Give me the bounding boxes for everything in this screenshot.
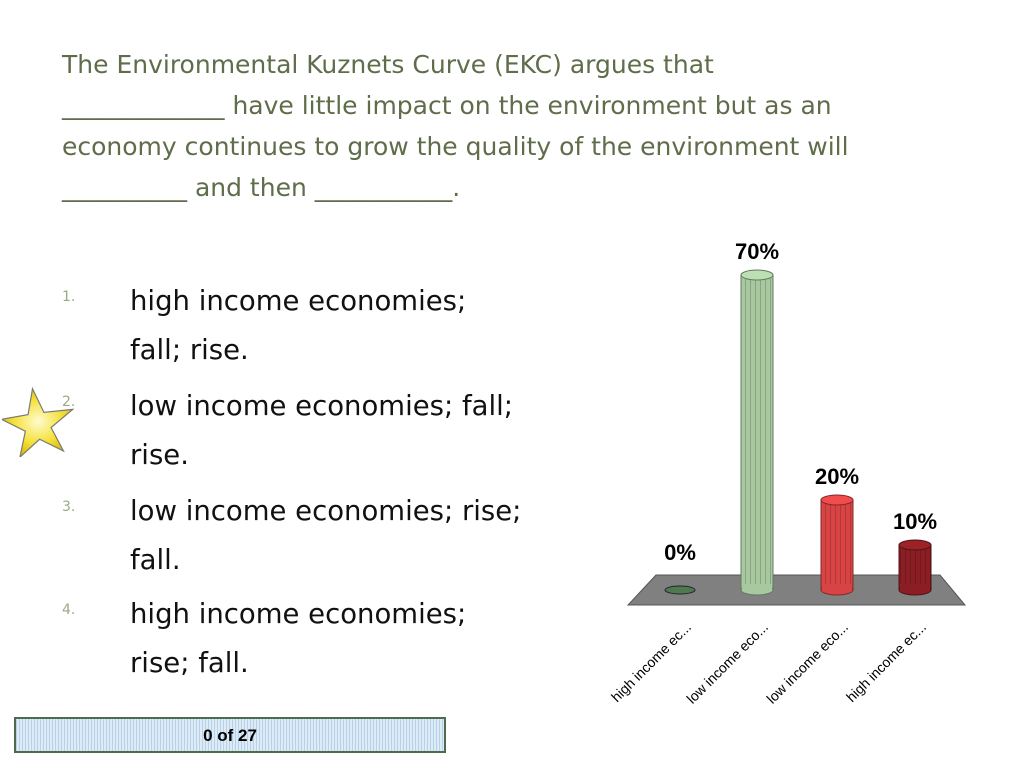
option-text: low income economies; rise; fall. (130, 487, 570, 585)
bar-3 (820, 494, 854, 596)
bar-1 (664, 585, 696, 595)
option-text-line: fall; rise. (130, 334, 249, 366)
question-text: The Environmental Kuznets Curve (EKC) ar… (62, 44, 962, 208)
star-icon (2, 386, 74, 457)
bar-chart: 0%70%20%10% high income ec...low income … (608, 239, 967, 707)
category-label-1: high income ec... (608, 619, 694, 705)
option-number: 2. (62, 394, 76, 410)
question-line: economy continues to grow the quality of… (62, 132, 849, 161)
bar-2 (740, 269, 774, 596)
progress-label: 0 of 27 (203, 726, 257, 745)
option-text-line: rise; fall. (130, 647, 249, 679)
category-label-3: low income eco... (763, 619, 851, 707)
bar-4 (898, 539, 932, 596)
option-text: low income economies; fall; rise. (130, 382, 570, 480)
value-label-2: 70% (735, 239, 779, 264)
question-line: _____________ have little impact on the … (62, 91, 832, 120)
value-label-3: 20% (815, 464, 859, 489)
question-line: __________ and then ___________. (62, 173, 461, 202)
progress-bar: 0 of 27 (14, 717, 446, 753)
value-label-1: 0% (664, 540, 696, 565)
option-text-line: low income economies; rise; (130, 495, 522, 527)
option-text-line: rise. (130, 439, 189, 471)
option-text: high income economies; rise; fall. (130, 590, 570, 688)
option-number: 4. (62, 602, 76, 618)
option-text-line: low income economies; fall; (130, 390, 514, 422)
question-line: The Environmental Kuznets Curve (EKC) ar… (62, 50, 714, 79)
option-number: 1. (62, 289, 76, 305)
category-label-2: low income eco... (683, 619, 771, 707)
value-label-4: 10% (893, 509, 937, 534)
option-text-line: high income economies; (130, 598, 467, 630)
category-label-4: high income ec... (843, 619, 929, 705)
option-number: 3. (62, 499, 76, 515)
option-text-line: fall. (130, 544, 181, 576)
option-text: high income economies; fall; rise. (130, 277, 570, 375)
option-text-line: high income economies; (130, 285, 467, 317)
